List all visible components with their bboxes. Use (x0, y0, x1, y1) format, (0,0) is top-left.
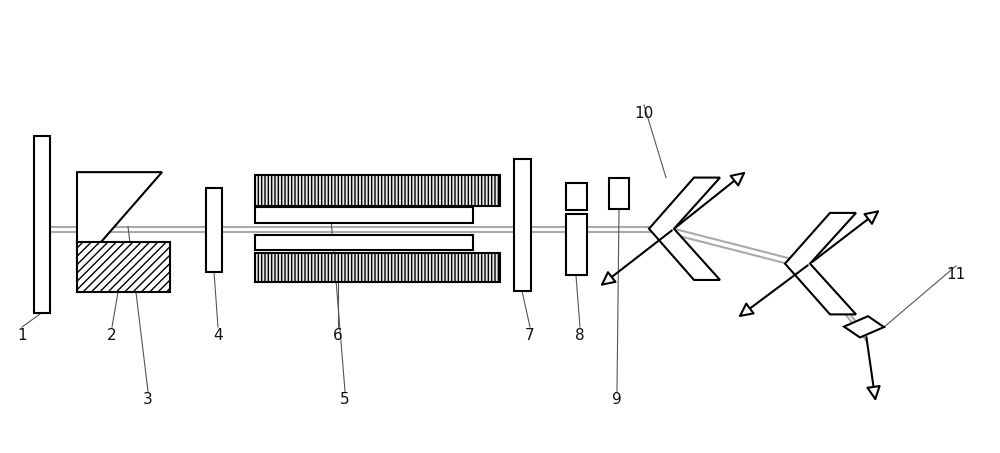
Polygon shape (77, 172, 162, 270)
Text: 6: 6 (333, 328, 343, 343)
Bar (77, 242, 170, 292)
Bar (34, 136, 50, 313)
Bar (514, 159, 531, 291)
Text: 1: 1 (17, 328, 27, 343)
Text: 2: 2 (107, 328, 117, 343)
Text: 3: 3 (143, 392, 153, 407)
Bar (255, 175, 500, 206)
Polygon shape (649, 178, 720, 280)
Bar (566, 183, 587, 210)
Bar (206, 188, 222, 272)
Text: 8: 8 (575, 328, 585, 343)
Text: 5: 5 (340, 392, 350, 407)
Text: 4: 4 (213, 328, 223, 343)
Bar (255, 235, 473, 250)
Text: 11: 11 (946, 266, 966, 282)
Text: 10: 10 (634, 106, 654, 121)
Polygon shape (844, 316, 884, 337)
Text: 9: 9 (612, 392, 622, 407)
Bar (255, 253, 500, 282)
Bar (566, 214, 587, 275)
Text: 7: 7 (525, 328, 535, 343)
Bar (255, 207, 473, 223)
Polygon shape (785, 213, 856, 314)
Bar (609, 178, 629, 209)
